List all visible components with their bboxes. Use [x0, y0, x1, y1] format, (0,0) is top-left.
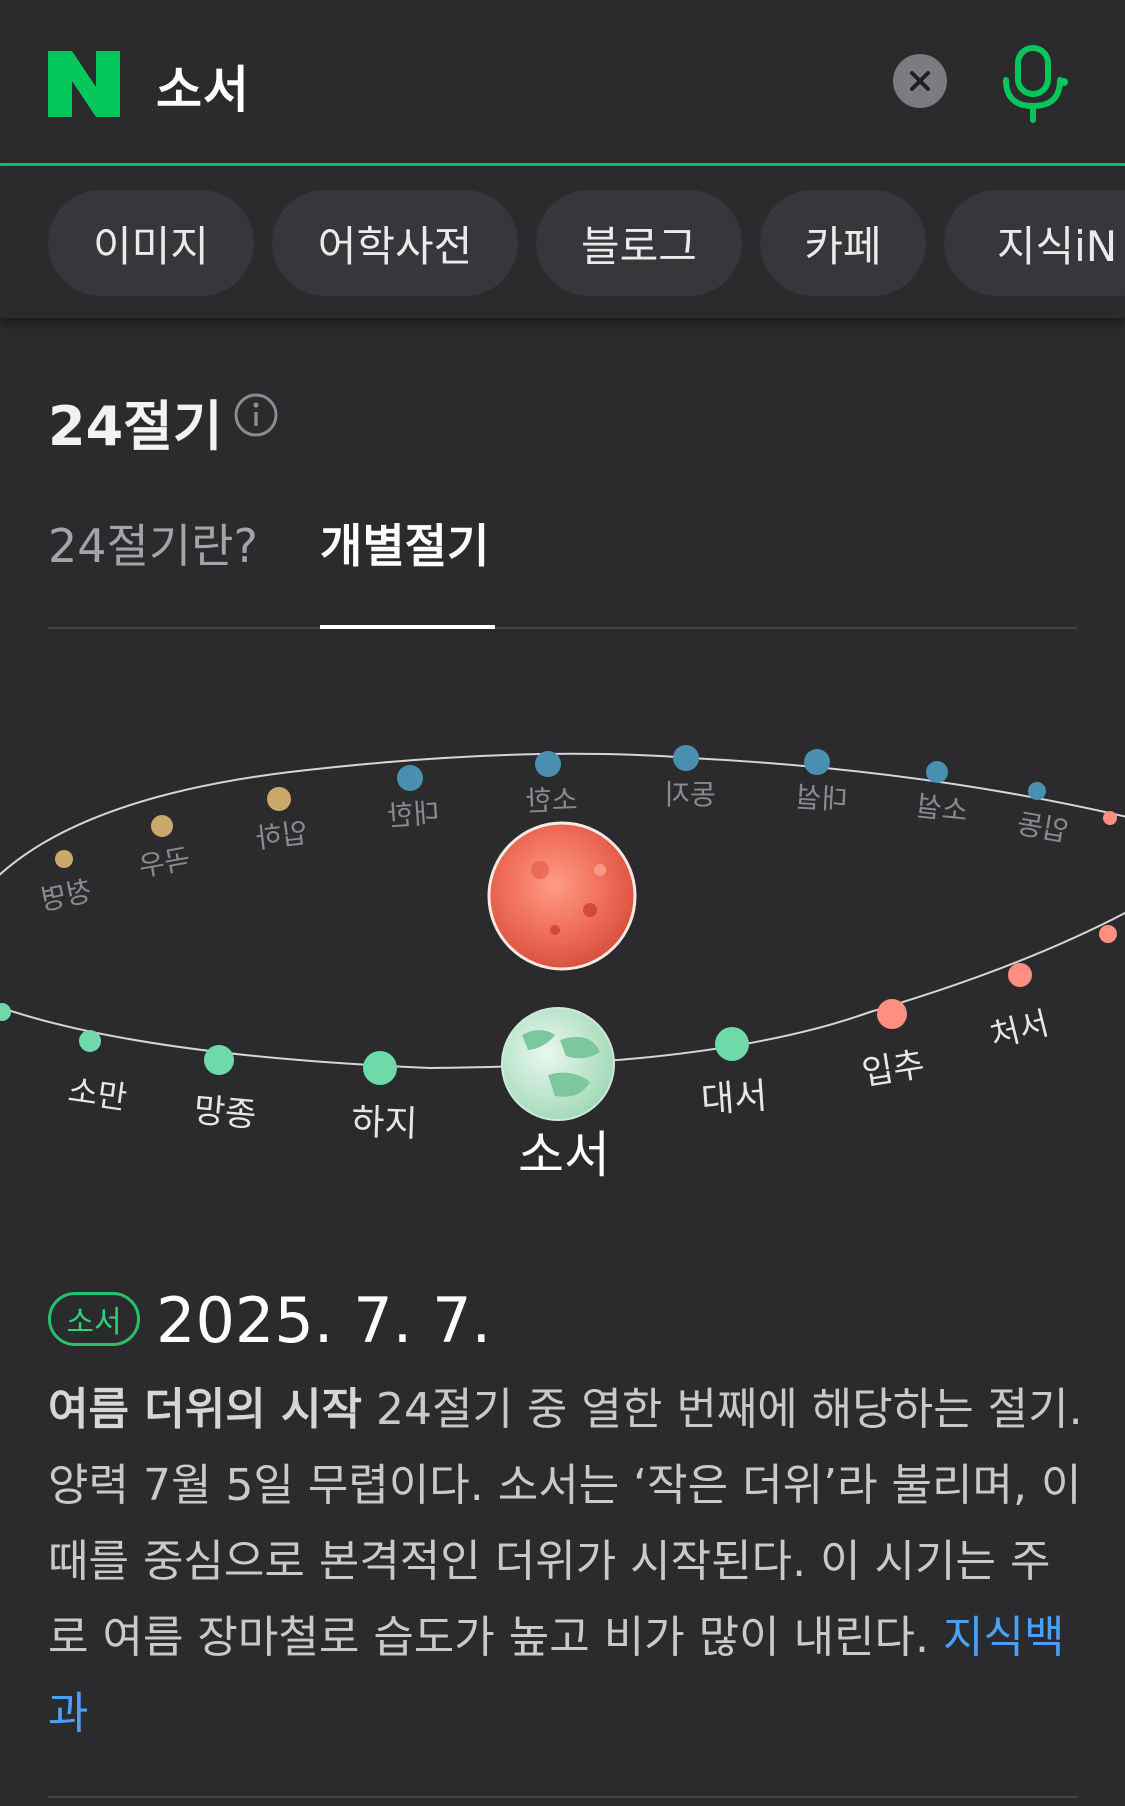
term-dot[interactable]	[55, 850, 73, 868]
info-icon[interactable]	[233, 392, 279, 442]
source-link[interactable]: 지식백과	[48, 1612, 1065, 1739]
term-dot[interactable]	[79, 1030, 101, 1052]
term-body: 24절기 중 열한 번째에 해당하는 절기. 양력 7월 5일 무렵이다. 소서…	[48, 1384, 1083, 1663]
term-badge: 소서	[48, 1292, 140, 1346]
chip-dictionary[interactable]: 어학사전	[272, 190, 518, 296]
clear-search-button[interactable]	[893, 54, 947, 108]
sun-image	[487, 821, 637, 971]
active-tab-indicator	[320, 625, 495, 629]
current-term-label: 소서	[518, 1126, 610, 1184]
term-dot[interactable]	[0, 1003, 11, 1021]
solar-terms-orbit: 청명 곡우 입하 대한 소한 동지 대설 소설 입동 소만 망종 하지 대서 입…	[0, 745, 1125, 1184]
term-label-back: 입동	[1014, 807, 1070, 848]
term-dot[interactable]	[151, 815, 173, 837]
term-headline: 여름 더위의 시작	[48, 1384, 362, 1435]
term-label-back: 청명	[37, 874, 94, 917]
term-label: 망종	[192, 1090, 258, 1135]
term-label-back: 곡우	[136, 842, 192, 883]
tabs-divider	[48, 627, 1077, 629]
microphone-icon	[1003, 45, 1068, 123]
term-label: 처서	[986, 1004, 1052, 1055]
term-dot[interactable]	[1103, 811, 1117, 825]
term-label-back: 동지	[664, 778, 716, 811]
term-description: 여름 더위의 시작 24절기 중 열한 번째에 해당하는 절기. 양력 7월 5…	[48, 1372, 1088, 1752]
section-title: 24절기	[48, 395, 223, 458]
tab-about-24-terms[interactable]: 24절기란?	[48, 519, 258, 573]
term-dot[interactable]	[267, 787, 291, 811]
search-query[interactable]: 소서	[156, 61, 250, 119]
term-label-back: 소설	[915, 789, 970, 827]
search-header: 소서	[0, 0, 1125, 166]
term-dot[interactable]	[363, 1051, 397, 1085]
term-date: 2025. 7. 7.	[156, 1284, 492, 1357]
chip-blog[interactable]: 블로그	[536, 190, 742, 296]
term-dot[interactable]	[1099, 925, 1117, 943]
chip-image[interactable]: 이미지	[48, 190, 254, 296]
term-dot[interactable]	[535, 751, 561, 777]
chip-cafe[interactable]: 카페	[760, 190, 926, 296]
term-dot[interactable]	[877, 999, 907, 1029]
term-dot[interactable]	[804, 749, 830, 775]
term-dot[interactable]	[673, 745, 699, 771]
term-label: 하지	[351, 1102, 419, 1145]
term-label-back: 대한	[386, 796, 440, 833]
term-label: 입추	[859, 1044, 927, 1093]
term-dot[interactable]	[204, 1045, 234, 1075]
naver-logo[interactable]	[48, 51, 120, 121]
tab-individual-terms[interactable]: 개별절기	[320, 519, 490, 573]
term-dot[interactable]	[1028, 782, 1046, 800]
term-dot[interactable]	[926, 761, 948, 783]
term-dot[interactable]	[397, 765, 423, 791]
close-icon	[910, 71, 930, 91]
term-label-back: 입하	[254, 816, 309, 855]
search-category-chips: 이미지 어학사전 블로그 카페 지식iN	[0, 166, 1125, 318]
term-label: 소만	[66, 1071, 130, 1117]
earth-current-position[interactable]	[501, 1007, 615, 1121]
chip-kin[interactable]: 지식iN	[944, 190, 1125, 296]
term-dot[interactable]	[715, 1027, 749, 1061]
section-divider	[48, 1796, 1077, 1798]
term-label: 대서	[700, 1076, 769, 1122]
term-label-back: 소한	[525, 783, 578, 818]
term-label-back: 대설	[795, 781, 848, 817]
voice-search-button[interactable]	[1000, 44, 1070, 128]
term-dot[interactable]	[1008, 963, 1032, 987]
